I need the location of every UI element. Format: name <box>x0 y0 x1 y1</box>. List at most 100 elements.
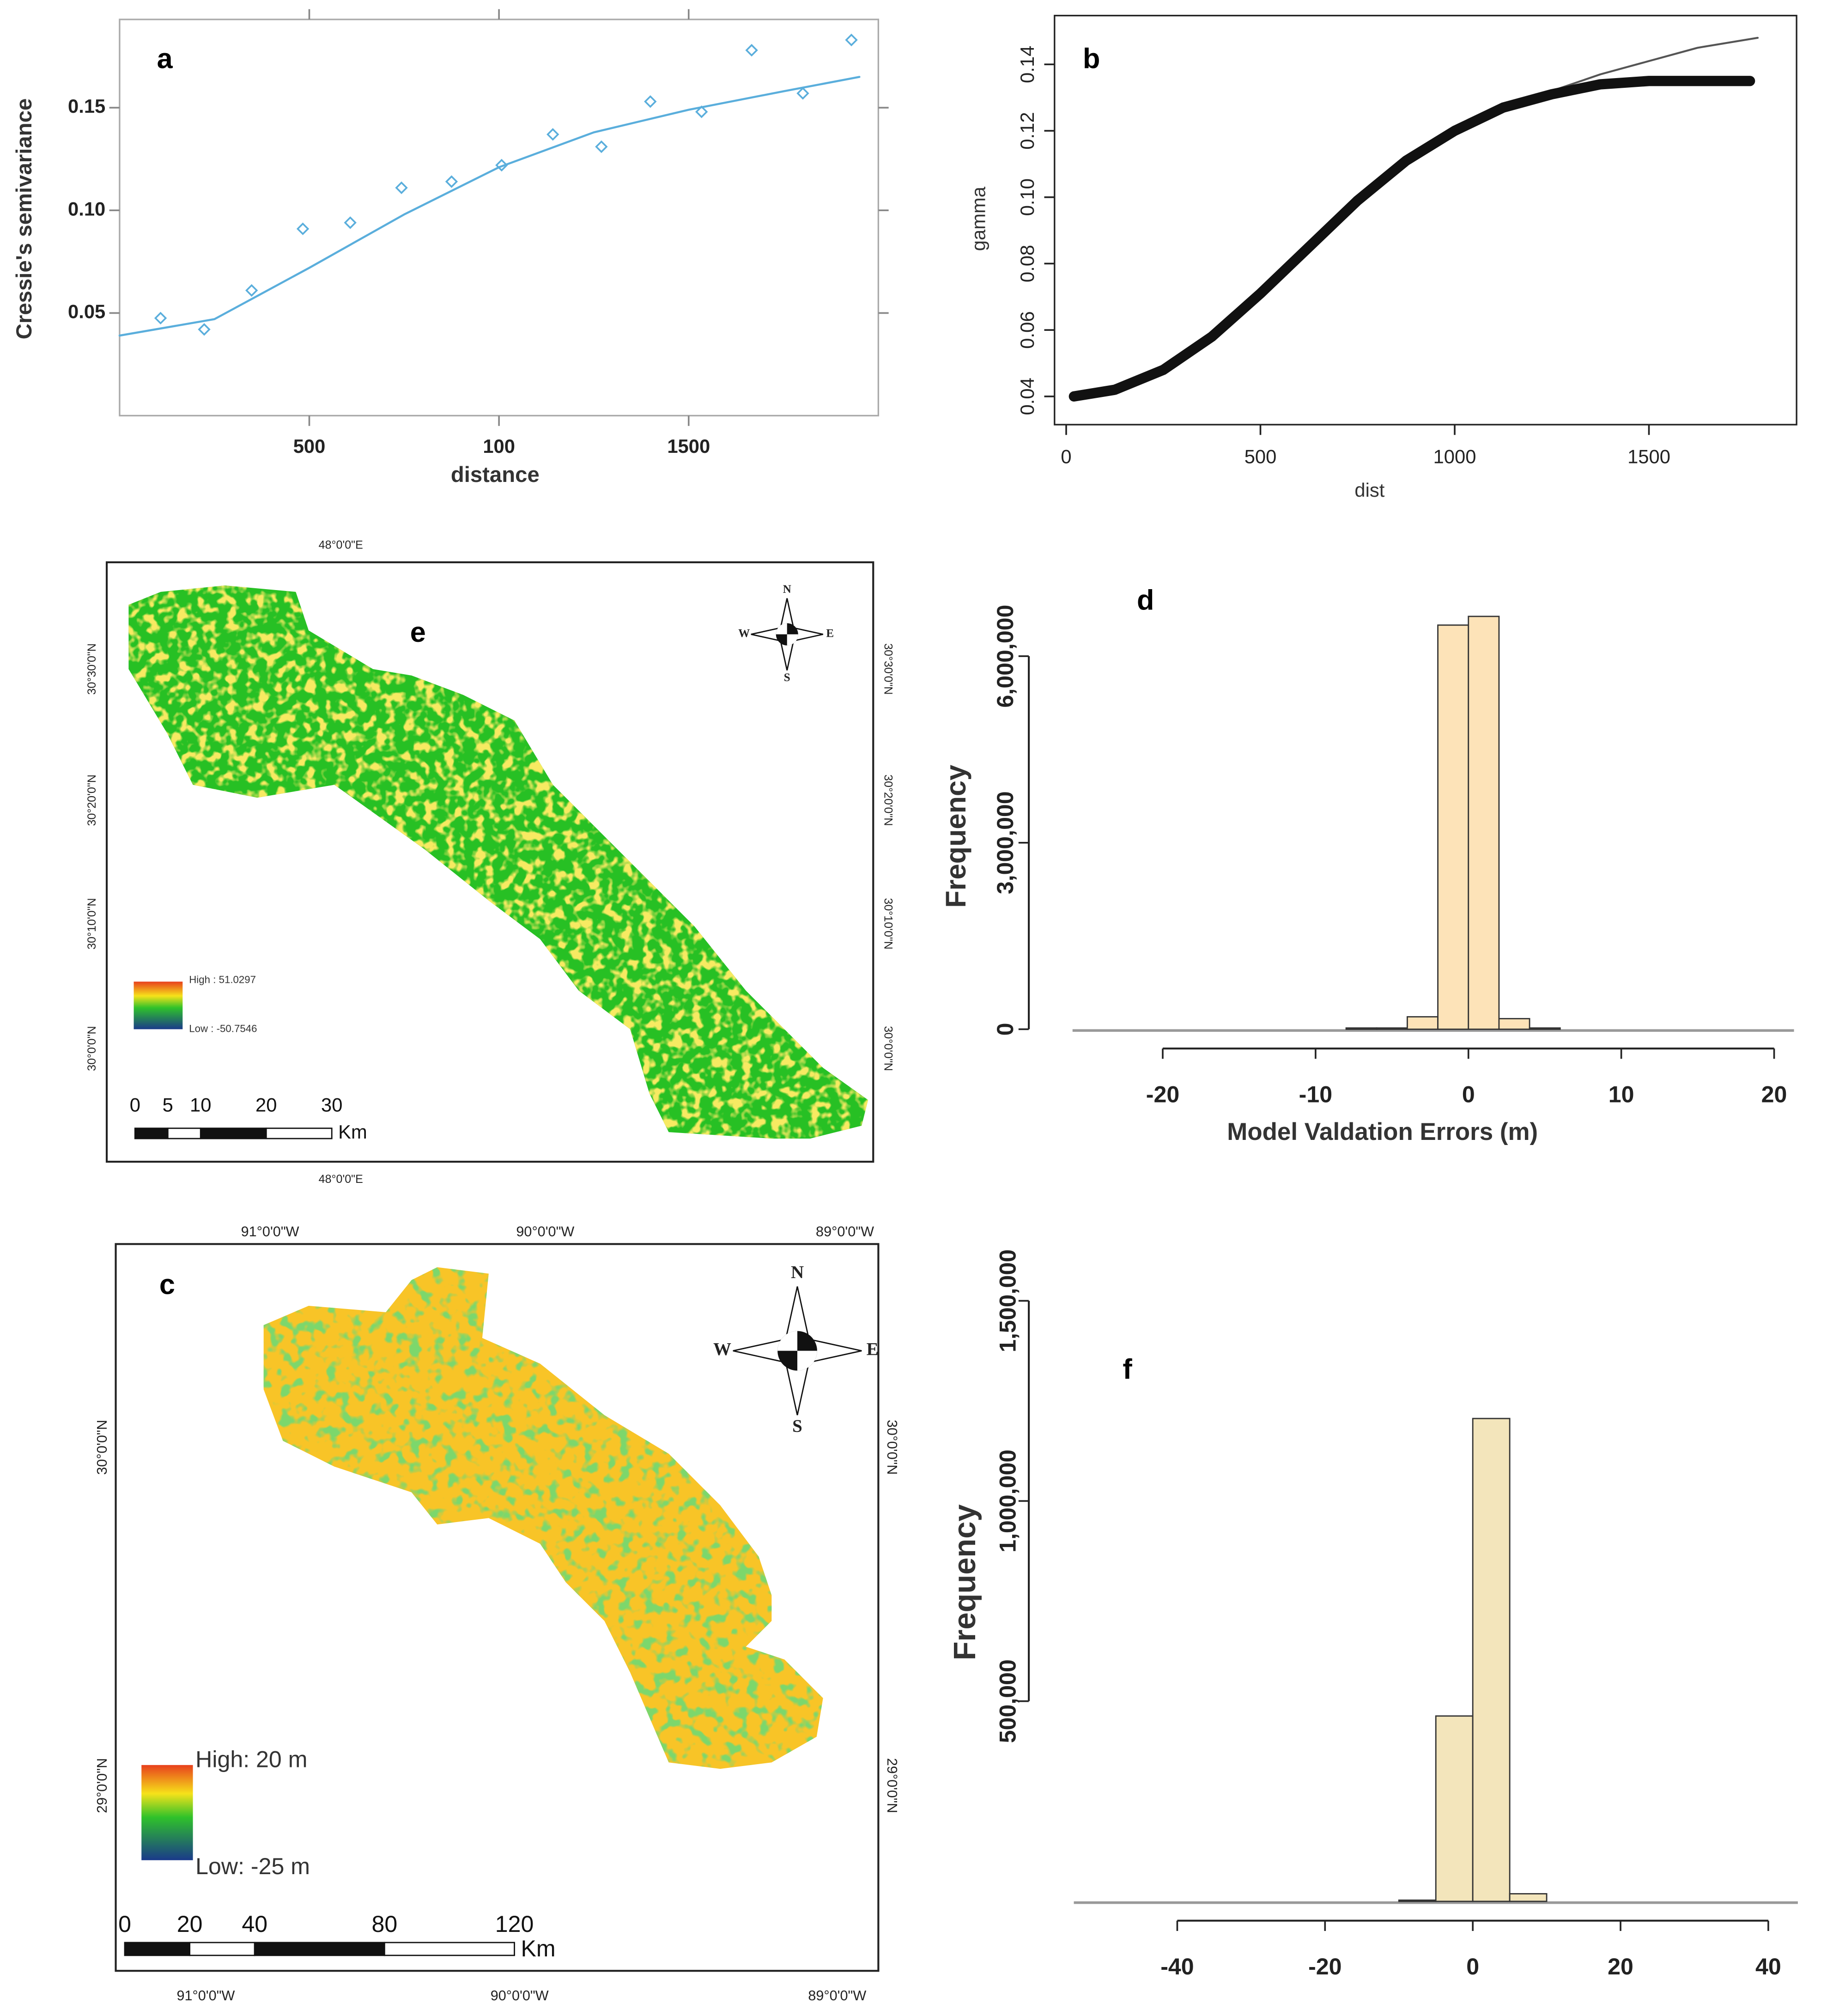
x-tick-label: 1000 <box>1433 445 1476 467</box>
panel-label: e <box>410 616 426 648</box>
point <box>296 222 310 235</box>
scale-unit: Km <box>338 1121 367 1143</box>
y-tick-label: 0.04 <box>1016 378 1038 415</box>
series-line <box>1068 76 1755 402</box>
plot-frame <box>119 18 880 417</box>
scale-label: 20 <box>255 1094 277 1115</box>
x-tick-label: 0 <box>1462 1081 1475 1107</box>
panel-label: b <box>1083 43 1100 74</box>
map-shapes <box>105 561 880 1972</box>
region-texture <box>263 1267 823 1769</box>
y-tick-label: 0.12 <box>1016 112 1038 149</box>
x-tick-label: 40 <box>1755 1954 1781 1979</box>
x-tick-label: 500 <box>293 435 326 457</box>
bar <box>1376 1027 1408 1030</box>
lat-label: 30°0'0"N <box>85 1026 98 1071</box>
y-tick-label: 1,500,000 <box>995 1249 1021 1352</box>
lon-label: 48°0'0"E <box>319 1173 363 1186</box>
lat-label: 30°10'0"N <box>85 898 98 949</box>
x-tick-label: -10 <box>1299 1081 1332 1107</box>
scale-label: 20 <box>177 1911 203 1937</box>
scale-label: 40 <box>242 1911 267 1937</box>
panel-label: a <box>157 43 173 74</box>
x-tick-label: 20 <box>1761 1081 1787 1107</box>
compass-label: E <box>826 627 834 640</box>
point <box>445 175 458 188</box>
scale-label: 0 <box>118 1911 131 1937</box>
legend-ramp <box>134 981 183 1029</box>
y-tick-label: 3,000,000 <box>992 791 1018 894</box>
y-tick-label: 0.08 <box>1016 245 1038 282</box>
scale-segment <box>265 1127 333 1139</box>
bar <box>1407 1016 1439 1030</box>
point <box>644 95 657 108</box>
point <box>395 181 408 195</box>
y-axis-label: Frequency <box>940 765 971 908</box>
y-tick-label: 6,000,000 <box>992 605 1018 708</box>
compass-label: N <box>791 1262 804 1282</box>
scale-segment <box>200 1127 267 1139</box>
x-tick-label: 500 <box>1244 445 1277 467</box>
compass-label: E <box>867 1339 879 1359</box>
point <box>245 284 258 297</box>
bar <box>1398 1899 1437 1902</box>
lon-label: 91°0'0"W <box>176 1988 235 2004</box>
y-tick-label: 0.05 <box>68 300 105 322</box>
y-tick-label: 500,000 <box>995 1659 1021 1743</box>
lat-label: 30°0'0"N <box>884 1420 900 1475</box>
x-tick-label: -20 <box>1146 1081 1179 1107</box>
lat-label: 30°0'0"N <box>94 1420 110 1475</box>
compass-center <box>776 623 798 646</box>
x-tick-label: 10 <box>1609 1081 1634 1107</box>
lat-label: 30°20'0"N <box>881 774 894 826</box>
series-line <box>1073 37 1759 398</box>
y-tick-label: 0.10 <box>1016 178 1038 216</box>
lon-label: 90°0'0"W <box>516 1224 574 1239</box>
plot-frame <box>1054 15 1797 426</box>
compass-center <box>777 1331 817 1371</box>
bar <box>1529 1027 1561 1030</box>
region-texture <box>128 585 868 1139</box>
point <box>154 311 167 325</box>
lat-label: 30°10'0"N <box>881 898 894 949</box>
lon-label: 89°0'0"W <box>808 1988 866 2004</box>
legend-high: High: 20 m <box>195 1747 307 1772</box>
point <box>546 128 559 141</box>
lat-label: 30°20'0"N <box>85 774 98 826</box>
legend-ramp <box>141 1765 193 1860</box>
compass-label: W <box>738 627 750 640</box>
y-tick-label: 0.06 <box>1016 311 1038 349</box>
x-axis-label: distance <box>451 463 540 487</box>
scale-label: 5 <box>163 1094 173 1115</box>
scale-segment <box>134 1127 169 1139</box>
compass-label: N <box>783 583 791 596</box>
bar <box>1435 1715 1474 1902</box>
point <box>344 216 357 229</box>
y-axis-label: Cressie's semivariance <box>12 98 36 340</box>
y-tick-label: 1,000,000 <box>995 1450 1021 1553</box>
scale-label: 80 <box>372 1911 398 1937</box>
x-axis-label: Model Valdation Errors (m) <box>1227 1118 1538 1145</box>
y-axis-label: Frequency <box>948 1504 982 1661</box>
scale-segment <box>383 1942 515 1956</box>
panel-label: c <box>159 1268 175 1300</box>
point <box>495 158 508 172</box>
panel-label: f <box>1123 1353 1132 1385</box>
bar <box>1345 1027 1378 1030</box>
x-tick-label: 20 <box>1608 1954 1633 1979</box>
bar <box>1509 1893 1548 1902</box>
scale-segment <box>254 1942 385 1956</box>
lat-label: 29°0'0"N <box>94 1758 110 1813</box>
y-tick-label: 0.14 <box>1016 46 1038 83</box>
x-axis-label: dist <box>1354 479 1384 501</box>
x-tick-label: 1500 <box>667 435 710 457</box>
x-tick-label: -40 <box>1160 1954 1194 1979</box>
lat-label: 29°0'0"N <box>884 1758 900 1813</box>
lon-label: 90°0'0"W <box>491 1988 549 2004</box>
point <box>796 87 809 100</box>
lat-label: 30°30'0"N <box>881 643 894 694</box>
legend-low: Low: -25 m <box>195 1853 310 1879</box>
x-tick-label: 0 <box>1061 445 1071 467</box>
